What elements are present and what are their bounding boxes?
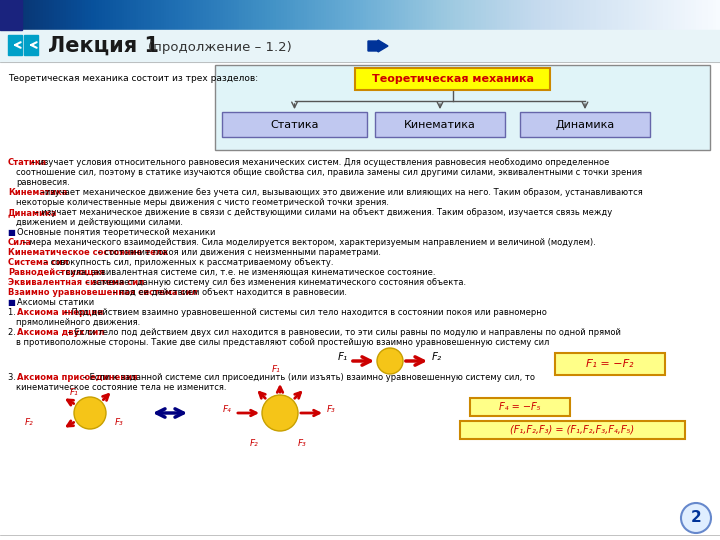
Bar [460, 421, 685, 439]
Text: Основные понятия теоретической механики: Основные понятия теоретической механики [17, 228, 215, 237]
Text: F₁: F₁ [338, 352, 348, 362]
Text: кинематическое состояние тела не изменится.: кинематическое состояние тела не изменит… [16, 383, 227, 392]
Text: F₂: F₂ [432, 352, 442, 362]
Bar [215, 65, 710, 150]
Text: (F̄₁,F̄₂,F̄₃) = (F̄₁,F̄₂,F̄₃,F̄₄,F̄₅): (F̄₁,F̄₂,F̄₃) = (F̄₁,F̄₂,F̄₃,F̄₄,F̄₅) [510, 425, 634, 435]
Bar [3, 3, 19, 27]
Text: Сила: Сила [8, 238, 32, 247]
Bar [355, 68, 550, 90]
Text: 2.: 2. [8, 328, 19, 337]
Text: – изучает условия относительного равновесия механических систем. Для осуществлен: – изучает условия относительного равнове… [29, 158, 609, 167]
Text: Аксиомы статики: Аксиомы статики [17, 298, 94, 307]
Bar [0, 30, 720, 62]
Bar [0, 0, 22, 30]
Text: F̄₁: F̄₁ [70, 388, 78, 397]
Text: – сила, эквивалентная системе сил, т.е. не изменяющая кинематическое состояние.: – сила, эквивалентная системе сил, т.е. … [56, 268, 436, 277]
Text: Кинематика: Кинематика [8, 188, 68, 197]
Text: F̄₃: F̄₃ [115, 418, 124, 427]
Text: равновесия.: равновесия. [16, 178, 70, 187]
Text: 2: 2 [690, 510, 701, 525]
Text: Динамика: Динамика [555, 119, 615, 130]
Text: Аксиома присоединения: Аксиома присоединения [17, 373, 138, 382]
Text: F̄₁ = −F̄₂: F̄₁ = −F̄₂ [586, 359, 634, 369]
Text: ■: ■ [8, 228, 21, 237]
Text: Статика: Статика [270, 119, 319, 130]
Text: F̄₄ = −F̄₅: F̄₄ = −F̄₅ [499, 402, 541, 412]
Text: Эквивалентная система сил: Эквивалентная система сил [8, 278, 145, 287]
Text: –изучает механическое движение без учета сил, вызывающих это движение или влияющ: –изучает механическое движение без учета… [38, 188, 643, 197]
FancyArrow shape [368, 40, 388, 52]
Text: F̄₃: F̄₃ [327, 404, 336, 414]
Text: – изучает механическое движение в связи с действующими силами на объект движения: – изучает механическое движение в связи … [32, 208, 612, 217]
Bar [222, 112, 367, 137]
Bar [24, 35, 38, 55]
Text: – заменяет данную систему сил без изменения кинематического состояния объекта.: – заменяет данную систему сил без измене… [83, 278, 466, 287]
Circle shape [377, 348, 403, 374]
Text: Кинематическое состояние тела: Кинематическое состояние тела [8, 248, 168, 257]
Text: Теоретическая механика состоит из трех разделов:: Теоретическая механика состоит из трех р… [8, 74, 258, 83]
Text: F̄₄: F̄₄ [223, 404, 232, 414]
Text: соотношение сил, поэтому в статике изучаются общие свойства сил, правила замены : соотношение сил, поэтому в статике изуча… [16, 168, 642, 177]
Text: Кинематика: Кинематика [404, 119, 476, 130]
Circle shape [681, 503, 711, 533]
Text: F̄₂: F̄₂ [25, 418, 34, 427]
Bar [520, 112, 650, 137]
Text: 3.: 3. [8, 373, 19, 382]
Text: F̄₃: F̄₃ [298, 438, 307, 448]
Text: – мера механического взаимодействия. Сила моделируется вектором, характеризуемым: – мера механического взаимодействия. Сил… [20, 238, 595, 247]
Text: Лекция 1: Лекция 1 [48, 36, 166, 56]
Text: F̄₁: F̄₁ [272, 364, 281, 374]
Bar [470, 398, 570, 416]
Text: 1.: 1. [8, 308, 19, 317]
Text: – Под действием взаимно уравновешенной системы сил тело находится в состоянии по: – Под действием взаимно уравновешенной с… [62, 308, 547, 317]
Text: Взаимно уравновешенная система сил: Взаимно уравновешенная система сил [8, 288, 197, 297]
Circle shape [262, 395, 298, 431]
Text: некоторые количественные меры движения с чисто геометрической точки зрения.: некоторые количественные меры движения с… [16, 198, 389, 207]
Bar [555, 353, 665, 375]
Circle shape [74, 397, 106, 429]
Text: Статика: Статика [8, 158, 47, 167]
Bar [8, 35, 22, 55]
Text: Теоретическая механика: Теоретическая механика [372, 74, 534, 84]
Text: Равнодействующая: Равнодействующая [8, 268, 104, 277]
Text: – совокупность сил, приложенных к рассматриваемому объекту.: – совокупность сил, приложенных к рассма… [41, 258, 333, 267]
Text: ■: ■ [8, 298, 21, 307]
Text: движением и действующими силами.: движением и действующими силами. [16, 218, 183, 227]
Text: Аксиома инерции: Аксиома инерции [17, 308, 104, 317]
Text: Аксиома двух сил: Аксиома двух сил [17, 328, 104, 337]
Text: в противоположные стороны. Такие две силы представляют собой простейшую взаимно : в противоположные стороны. Такие две сил… [16, 338, 549, 347]
Text: (продолжение – 1.2): (продолжение – 1.2) [148, 40, 292, 53]
Bar [375, 112, 505, 137]
Text: – состояние покоя или движения с неизменными параметрами.: – состояние покоя или движения с неизмен… [95, 248, 381, 257]
Text: прямолинейного движения.: прямолинейного движения. [16, 318, 140, 327]
Text: Динамика: Динамика [8, 208, 58, 217]
Text: – Если к заданной системе сил присоединить (или изъять) взаимно уравновешенную с: – Если к заданной системе сил присоедини… [80, 373, 535, 382]
Text: F̄₂: F̄₂ [250, 438, 258, 448]
Text: – под ее действием объект находится в равновесии.: – под ее действием объект находится в ра… [110, 288, 347, 297]
Text: – Если тело под действием двух сил находится в равновесии, то эти силы равны по : – Если тело под действием двух сил наход… [65, 328, 621, 337]
Text: Система сил: Система сил [8, 258, 68, 267]
